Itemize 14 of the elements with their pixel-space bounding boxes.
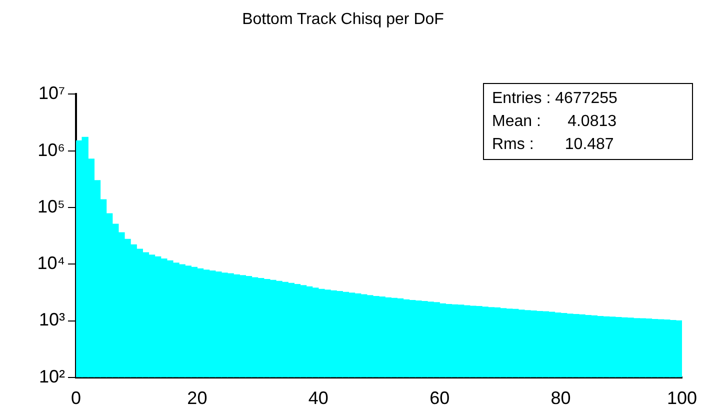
y-tick-label: 10⁷ <box>38 83 65 104</box>
x-tick-label: 80 <box>550 388 571 408</box>
y-tick-label: 10³ <box>38 310 66 330</box>
chart-title: Bottom Track Chisq per DoF <box>242 11 444 28</box>
y-tick-label: 10⁵ <box>38 196 65 216</box>
x-tick-label: 20 <box>187 388 208 408</box>
x-tick-label: 60 <box>430 388 450 408</box>
stats-panel: Entries : 4677255 Mean : 4.0813 Rms : 10.487 <box>483 83 693 160</box>
x-tick-label: 100 <box>666 388 698 408</box>
x-tick-label: 0 <box>70 388 82 408</box>
x-tick-label: 40 <box>308 388 328 408</box>
y-tick-label: 10⁶ <box>38 140 65 160</box>
y-tick-label: 10⁴ <box>37 253 65 274</box>
y-tick-label: 10² <box>38 366 66 386</box>
